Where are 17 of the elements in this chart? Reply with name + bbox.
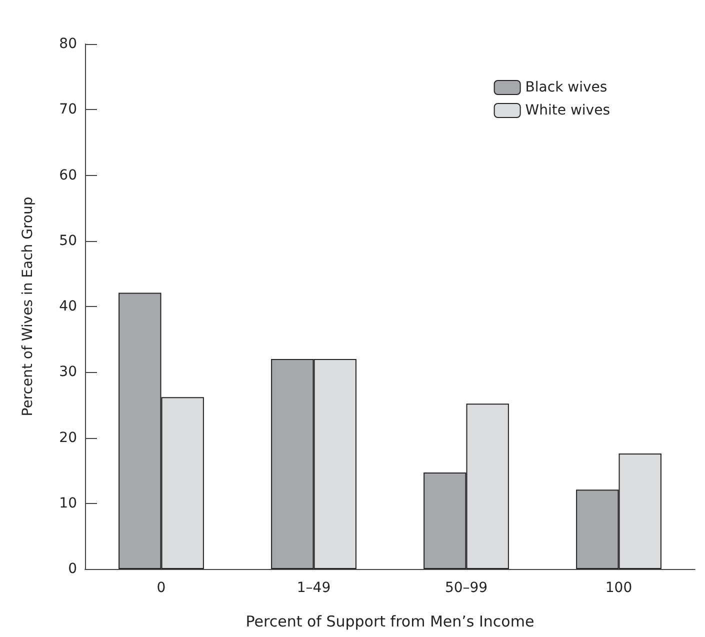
y-tick-label: 0 xyxy=(68,561,77,577)
legend-label: White wives xyxy=(525,102,610,118)
x-axis-title: Percent of Support from Men’s Income xyxy=(246,612,534,630)
y-tick-label: 20 xyxy=(59,430,77,446)
y-tick-label: 80 xyxy=(59,36,77,52)
y-tick-label: 50 xyxy=(59,232,77,249)
y-tick-label: 10 xyxy=(59,495,77,512)
x-tick-label: 1–49 xyxy=(296,580,331,596)
x-tick-label: 50–99 xyxy=(444,580,488,596)
y-axis-title: Percent of Wives in Each Group xyxy=(20,196,36,416)
y-tick-label: 60 xyxy=(59,167,77,184)
x-tick-label: 100 xyxy=(605,580,632,596)
y-tick-label: 40 xyxy=(59,298,77,314)
legend-label: Black wives xyxy=(525,80,608,96)
x-tick-label: 0 xyxy=(156,580,166,596)
y-tick-label: 70 xyxy=(59,102,77,118)
y-tick-label: 30 xyxy=(59,364,77,380)
